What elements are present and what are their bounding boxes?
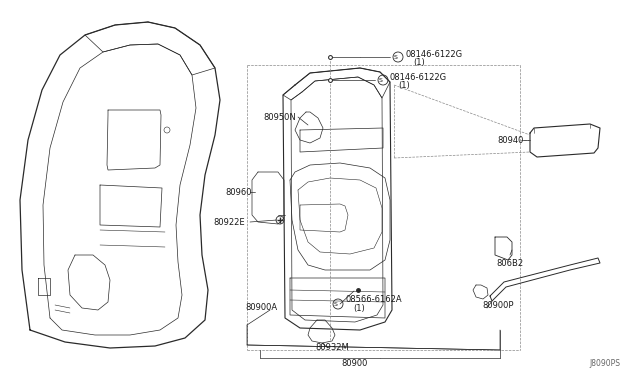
Text: 08566-6162A: 08566-6162A — [345, 295, 402, 305]
Text: 08146-6122G: 08146-6122G — [405, 49, 462, 58]
Text: 80960: 80960 — [225, 187, 252, 196]
Text: (1): (1) — [413, 58, 425, 67]
Text: 80950N: 80950N — [263, 112, 296, 122]
Text: S: S — [334, 301, 338, 307]
Text: 80932M: 80932M — [315, 343, 349, 353]
Text: J8090PS: J8090PS — [589, 359, 620, 368]
Text: 80900A: 80900A — [245, 304, 277, 312]
Text: S: S — [394, 55, 398, 60]
Text: (1): (1) — [353, 304, 365, 312]
Text: (1): (1) — [398, 80, 410, 90]
Text: 80940: 80940 — [498, 135, 524, 144]
Text: S: S — [379, 77, 383, 83]
Text: 80922E: 80922E — [213, 218, 244, 227]
Text: 80900P: 80900P — [482, 301, 513, 310]
Text: 806B2: 806B2 — [496, 259, 523, 267]
Text: 80900: 80900 — [342, 359, 368, 368]
Text: 08146-6122G: 08146-6122G — [390, 73, 447, 81]
